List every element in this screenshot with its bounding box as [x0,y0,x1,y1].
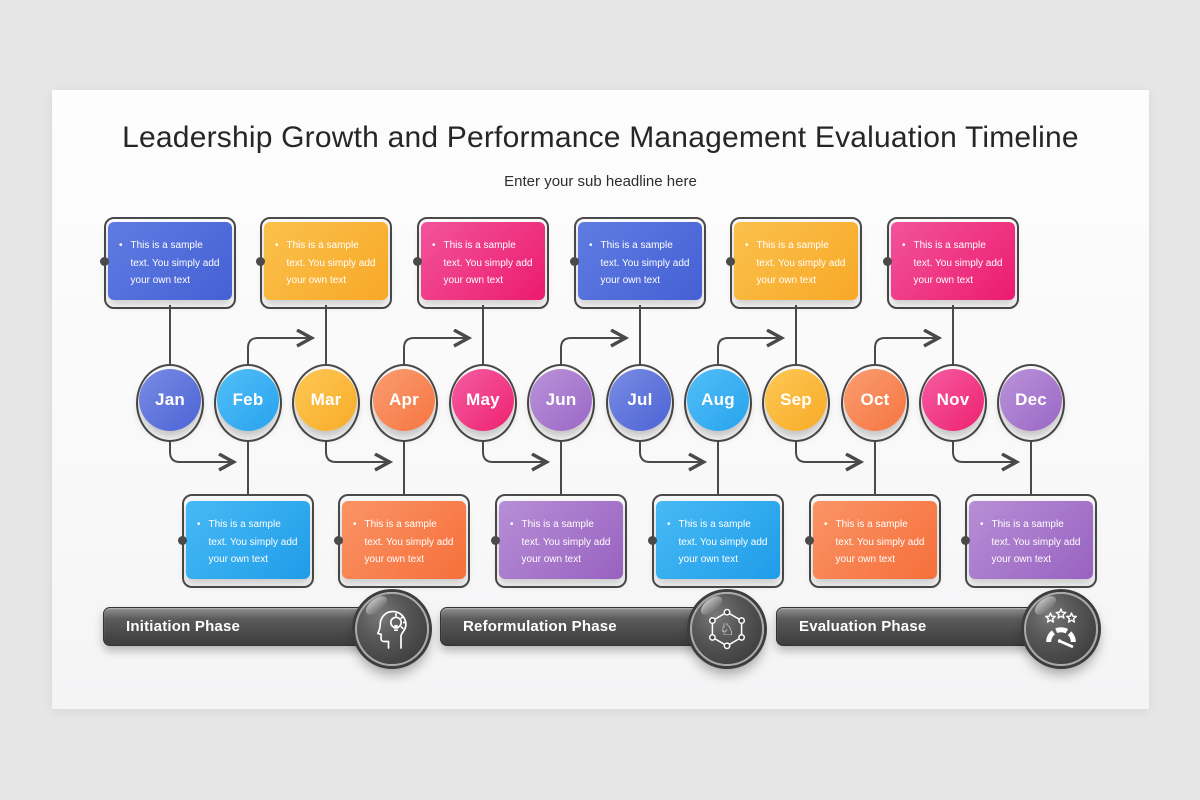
phase-icon-circle [355,592,429,666]
note-text: This is a sample text. You simply add yo… [678,519,768,565]
note-bullet: • [432,240,436,251]
month-circle-dec: Dec [1000,369,1062,431]
month-circle-feb: Feb [217,369,279,431]
connector-dot [255,256,265,266]
timeline-box: • This is a sample text. You simply add y… [342,501,466,579]
month-circle-oct: Oct [844,369,906,431]
timeline-box: • This is a sample text. You simply add y… [734,222,858,300]
timeline-box: • This is a sample text. You simply add y… [578,222,702,300]
month-label: Mar [310,390,342,409]
knight-network-icon: ♘ [708,608,746,650]
note-bullet: • [824,519,828,530]
connector-dot [960,535,970,545]
month-label: Apr [389,390,419,409]
timeline-box: • This is a sample text. You simply add y… [891,222,1015,300]
month-circle-nov: Nov [922,369,984,431]
phase-label: Reformulation Phase [463,618,617,635]
timeline-box: • This is a sample text. You simply add y… [656,501,780,579]
note-text: This is a sample text. You simply add yo… [521,519,611,565]
note-text: This is a sample text. You simply add yo… [913,240,1003,286]
connector-dot [412,256,422,266]
timeline-box: • This is a sample text. You simply add y… [813,501,937,579]
timeline-box: • This is a sample text. You simply add y… [108,222,232,300]
month-circle-may: May [452,369,514,431]
page-title: Leadership Growth and Performance Manage… [122,121,1079,154]
month-circle-jan: Jan [139,369,201,431]
connector-dot [99,256,109,266]
page-subtitle: Enter your sub headline here [504,173,697,190]
month-label: Sep [780,390,812,409]
month-circle-jul: Jul [609,369,671,431]
connector-dot [725,256,735,266]
month-circle-mar: Mar [295,369,357,431]
connector-dot [882,256,892,266]
month-circle-aug: Aug [687,369,749,431]
month-label: Feb [232,390,264,409]
note-text: This is a sample text. You simply add yo… [208,519,298,565]
head-idea-icon [376,610,407,649]
phase-icon-circle [1024,592,1098,666]
timeline-box: • This is a sample text. You simply add y… [421,222,545,300]
note-text: This is a sample text. You simply add yo… [835,519,925,565]
note-bullet: • [980,519,984,530]
note-bullet: • [745,240,749,251]
month-label: May [466,390,500,409]
timeline-box: • This is a sample text. You simply add y… [969,501,1093,579]
connector-dot [804,535,814,545]
connector-dot [569,256,579,266]
month-label: Jan [155,390,185,409]
note-text: This is a sample text. You simply add yo… [756,240,846,286]
note-bullet: • [589,240,593,251]
month-circle-jun: Jun [530,369,592,431]
note-text: This is a sample text. You simply add yo… [364,519,454,565]
note-bullet: • [510,519,514,530]
note-bullet: • [902,240,906,251]
note-text: This is a sample text. You simply add yo… [991,519,1081,565]
month-label: Nov [936,390,970,409]
month-circle-sep: Sep [765,369,827,431]
month-label: Jun [545,390,577,409]
note-bullet: • [197,519,201,530]
timeline-box: • This is a sample text. You simply add y… [264,222,388,300]
note-bullet: • [353,519,357,530]
connector-dot [647,535,657,545]
month-label: Oct [860,390,890,409]
note-text: This is a sample text. You simply add yo… [286,240,376,286]
month-label: Jul [627,390,653,409]
month-label: Dec [1015,390,1047,409]
phase-label: Initiation Phase [126,618,241,635]
timeline-box: • This is a sample text. You simply add y… [186,501,310,579]
note-text: This is a sample text. You simply add yo… [600,240,690,286]
note-bullet: • [275,240,279,251]
note-bullet: • [119,240,123,251]
connector-dot [490,535,500,545]
month-label: Aug [701,390,735,409]
connector-dot [177,535,187,545]
note-text: This is a sample text. You simply add yo… [130,240,220,286]
note-text: This is a sample text. You simply add yo… [443,240,533,286]
phase-label: Evaluation Phase [799,618,927,635]
timeline-box: • This is a sample text. You simply add y… [499,501,623,579]
connector-dot [333,535,343,545]
phase-icon-circle: ♘ [690,592,764,666]
gauge-stars-icon [1045,608,1077,648]
svg-text:♘: ♘ [719,620,734,640]
note-bullet: • [667,519,671,530]
month-circle-apr: Apr [373,369,435,431]
